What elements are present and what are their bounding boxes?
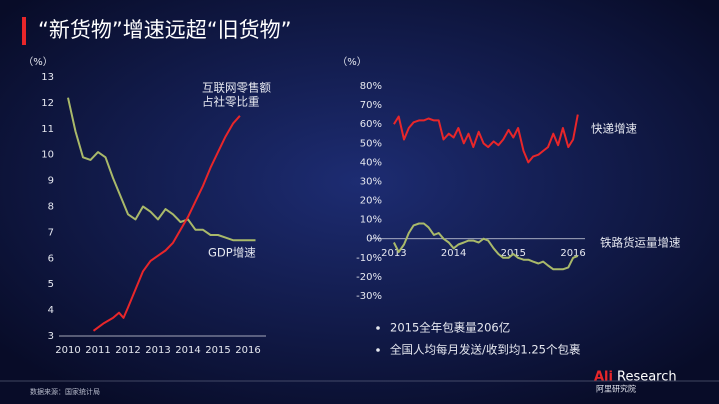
series-line bbox=[393, 222, 579, 271]
bullet bbox=[376, 348, 380, 352]
series-line bbox=[67, 97, 256, 242]
x-tick-label: 2013 bbox=[381, 248, 406, 259]
series-line bbox=[92, 115, 241, 332]
x-tick-label: 2011 bbox=[85, 345, 110, 356]
x-tick-label: 2010 bbox=[55, 345, 80, 356]
y-tick-label: 3 bbox=[48, 331, 54, 342]
logo-brand: Ali bbox=[594, 370, 613, 385]
y-tick-label: 9 bbox=[48, 176, 54, 187]
series-label: GDP增速 bbox=[208, 246, 256, 260]
x-tick-label: 2012 bbox=[115, 345, 140, 356]
y-tick-label: 60% bbox=[360, 119, 382, 130]
y-tick-label: 13 bbox=[41, 72, 54, 83]
x-tick-label: 2015 bbox=[205, 345, 230, 356]
logo-cn: 阿里研究院 bbox=[596, 384, 636, 394]
slide-title: “新货物”增速远超“旧货物” bbox=[38, 18, 292, 42]
y-tick-label: 40% bbox=[360, 157, 382, 168]
series-label: 快递增速 bbox=[591, 122, 637, 136]
y-unit: （%） bbox=[23, 56, 53, 68]
y-tick-label: 6 bbox=[48, 253, 54, 264]
series-label: 互联网零售额 bbox=[202, 81, 271, 95]
title-accent bbox=[22, 17, 26, 45]
x-tick-label: 2013 bbox=[145, 345, 170, 356]
series-label: 占社零比重 bbox=[202, 95, 260, 109]
y-tick-label: 20% bbox=[360, 196, 382, 207]
y-tick-label: 50% bbox=[360, 138, 382, 149]
y-tick-label: 7 bbox=[48, 227, 54, 238]
y-tick-label: 30% bbox=[360, 176, 382, 187]
y-tick-label: 10% bbox=[360, 215, 382, 226]
bullet bbox=[376, 326, 380, 330]
y-tick-label: -20% bbox=[356, 272, 382, 283]
y-tick-label: 4 bbox=[48, 305, 54, 316]
y-tick-label: 10 bbox=[41, 150, 54, 161]
y-tick-label: -10% bbox=[356, 253, 382, 264]
y-tick-label: 12 bbox=[41, 98, 54, 109]
y-tick-label: 70% bbox=[360, 100, 382, 111]
y-tick-label: 5 bbox=[48, 279, 54, 290]
y-tick-label: -30% bbox=[356, 291, 382, 302]
x-tick-label: 2014 bbox=[175, 345, 200, 356]
y-tick-label: 0% bbox=[366, 234, 382, 245]
x-tick-label: 2016 bbox=[560, 248, 585, 259]
x-tick-label: 2016 bbox=[235, 345, 260, 356]
y-tick-label: 80% bbox=[360, 81, 382, 92]
series-label: 铁路货运量增速 bbox=[600, 236, 681, 250]
x-tick-label: 2014 bbox=[441, 248, 466, 259]
y-tick-label: 11 bbox=[41, 124, 54, 135]
source: 数据来源：国家统计局 bbox=[30, 387, 100, 396]
logo-name: Research bbox=[617, 370, 677, 385]
note: 2015全年包裹量206亿 bbox=[390, 321, 510, 335]
y-tick-label: 8 bbox=[48, 202, 54, 213]
note: 全国人均每月发送/收到均1.25个包裹 bbox=[390, 343, 581, 357]
y-unit: （%） bbox=[337, 56, 367, 68]
series-line bbox=[393, 114, 579, 164]
